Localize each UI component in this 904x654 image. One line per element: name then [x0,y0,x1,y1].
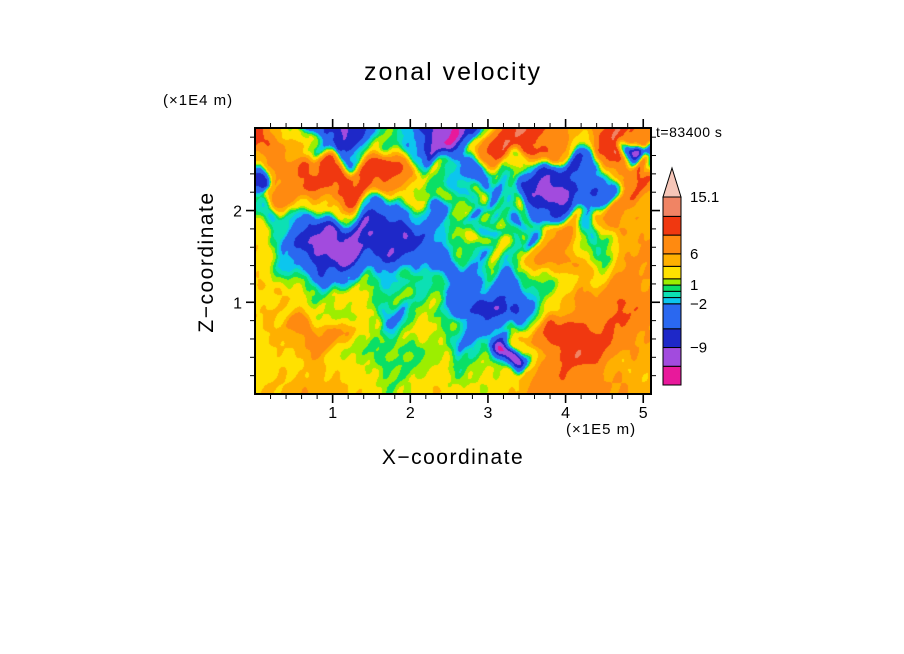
colorbar-segment [662,234,682,255]
time-annotation: t=83400 s [656,124,723,140]
x-tick-label: 4 [561,405,570,422]
colorbar-segment [662,215,682,236]
z-tick-label: 1 [233,295,242,312]
plot-frame [254,127,652,395]
colorbar-segment [662,278,682,286]
z-tick-label: 2 [233,204,242,221]
colorbar-label: 6 [690,246,698,263]
colorbar-over-arrow [662,166,682,198]
colorbar-segment [662,284,682,292]
x-axis-unit-label: (×1E5 m) [566,421,637,438]
heatmap-canvas [255,128,651,394]
colorbar-segment [662,365,682,386]
z-axis-unit-label: (×1E4 m) [163,92,234,109]
x-tick-label: 1 [328,405,337,422]
colorbar-segment [662,253,682,267]
colorbar-segment [662,265,682,280]
colorbar-label: 1 [690,277,698,294]
colorbar-label: 15.1 [690,189,719,206]
colorbar-segment [662,328,682,349]
colorbar-segment [662,290,682,299]
x-tick-label: 3 [483,405,492,422]
colorbar-label: −2 [690,296,707,313]
x-tick-label: 5 [639,405,648,422]
x-tick-label: 2 [406,405,415,422]
chart-title: zonal velocity [363,58,543,86]
colorbar-label: −9 [690,340,707,357]
colorbar-segment [662,196,682,217]
colorbar-segment [662,347,682,367]
x-axis-label: X−coordinate [381,446,525,469]
colorbar-segment [662,303,682,330]
colorbar-segment [662,297,682,305]
